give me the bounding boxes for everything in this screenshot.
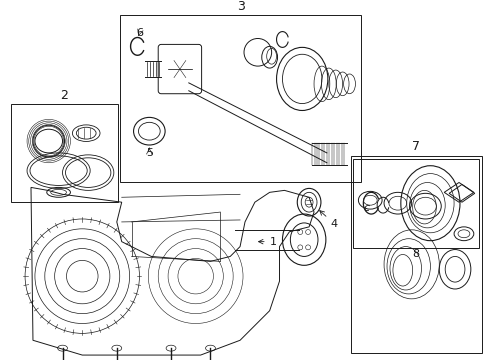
Bar (350, 156, 482, 353)
Text: 4: 4 (320, 211, 338, 229)
Text: 3: 3 (237, 0, 245, 13)
Bar (353, 159, 479, 248)
Text: c: c (364, 203, 369, 213)
Text: 1: 1 (259, 237, 277, 247)
Text: 2: 2 (61, 89, 69, 102)
Text: 7: 7 (412, 140, 420, 153)
Bar (11, 104, 118, 202)
Text: 6: 6 (136, 28, 143, 37)
Text: 8: 8 (413, 249, 419, 260)
Bar (120, 15, 361, 183)
Text: 5: 5 (146, 148, 153, 158)
